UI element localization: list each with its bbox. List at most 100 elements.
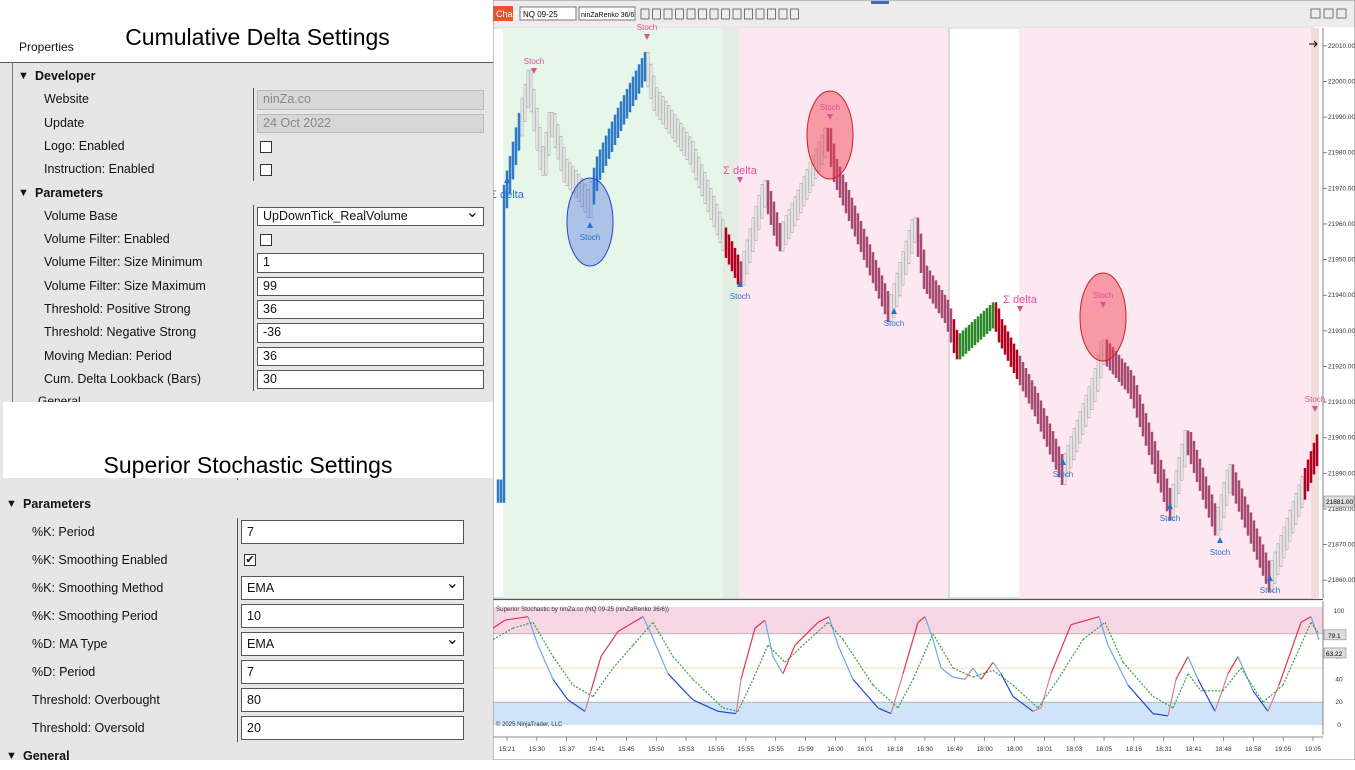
renko-bar xyxy=(919,233,923,273)
collapse-caret-icon[interactable]: ▼ xyxy=(6,498,17,510)
renko-bar xyxy=(1066,444,1070,477)
property-dropdown[interactable]: UpDownTick_RealVolume ⌄ xyxy=(257,203,484,227)
column-divider xyxy=(253,274,254,298)
toolbar-tool-icon[interactable] xyxy=(767,8,776,20)
renko-bar xyxy=(901,251,905,286)
price-chart[interactable]: Chart NQ 09-25 ninZaRenko 36/6 22010.00 2200… xyxy=(490,0,1355,761)
stoch-d-line xyxy=(992,669,1014,686)
property-checkbox[interactable] xyxy=(260,140,272,153)
arrow-up-icon xyxy=(737,281,743,287)
stoch-k-line xyxy=(754,619,766,629)
toolbar-tool-icon[interactable] xyxy=(755,8,765,20)
renko-bar xyxy=(1282,526,1286,559)
bar-type-selector[interactable] xyxy=(578,6,636,21)
scroll-right-arrow-icon[interactable] xyxy=(1309,40,1318,48)
property-dropdown[interactable]: EMA ⌄ xyxy=(241,631,464,656)
stoch-k-line xyxy=(794,621,819,646)
arrow-down-icon xyxy=(644,34,650,40)
chart-tab[interactable] xyxy=(493,6,513,21)
stoch-k-line xyxy=(772,656,784,675)
section-header[interactable]: Parameters xyxy=(23,497,92,511)
arrow-down-icon xyxy=(1100,302,1106,308)
property-input[interactable]: 36 xyxy=(257,346,484,366)
toolbar-tool-icon[interactable] xyxy=(790,8,799,20)
chevron-down-icon[interactable]: ⌄ xyxy=(445,575,459,592)
renko-bar xyxy=(1171,483,1175,521)
property-input[interactable]: 30 xyxy=(257,369,484,390)
property-input[interactable]: 36 xyxy=(257,300,484,320)
renko-bar xyxy=(1024,368,1028,398)
property-input[interactable]: 99 xyxy=(257,276,484,296)
toolbar-tool-icon[interactable] xyxy=(663,8,673,20)
renko-bar xyxy=(1102,339,1106,365)
collapse-caret-icon[interactable]: ▼ xyxy=(6,750,17,762)
toolbar-tool-icon[interactable] xyxy=(675,8,684,20)
property-input[interactable]: 7 xyxy=(241,520,464,544)
property-checkbox[interactable] xyxy=(260,164,272,177)
property-input[interactable]: 10 xyxy=(241,604,464,628)
renko-bar xyxy=(850,197,854,229)
property-input[interactable]: 80 xyxy=(241,688,464,712)
toolbar-tool-icon[interactable] xyxy=(732,8,742,20)
arrow-down-icon xyxy=(1312,406,1318,412)
chart-window[interactable]: Chart NQ 09-25 ninZaRenko 36/6 22010.00 2200… xyxy=(490,0,1355,761)
toolbar-tool-icon[interactable] xyxy=(686,8,696,20)
renko-bar xyxy=(784,215,788,246)
renko-bar xyxy=(1027,374,1031,404)
time-tick-label: 16:01 xyxy=(857,746,874,753)
property-input[interactable]: 20 xyxy=(241,716,464,740)
renko-bar xyxy=(1081,403,1085,435)
renko-bar xyxy=(502,184,506,503)
property-input[interactable]: -36 xyxy=(257,323,484,343)
property-value: 7 xyxy=(247,525,254,539)
toolbar-tool-icon[interactable] xyxy=(698,8,707,20)
toolbar-tool-icon[interactable] xyxy=(744,8,753,20)
renko-bar xyxy=(1093,368,1097,402)
price-tick-label: 22010.00 xyxy=(1328,43,1355,50)
stoch-d-line xyxy=(592,667,614,697)
property-input[interactable]: 1 xyxy=(257,253,484,273)
section-header[interactable]: Parameters xyxy=(35,185,104,200)
renko-bar xyxy=(1120,358,1124,386)
section-header[interactable]: Developer xyxy=(35,69,96,83)
time-tick-label: 16:30 xyxy=(917,746,934,753)
renko-bar xyxy=(1099,341,1103,379)
toolbar-tool-icon[interactable] xyxy=(709,8,719,20)
renko-bar xyxy=(505,170,509,209)
renko-bar xyxy=(496,479,500,503)
toolbar-tool-icon[interactable] xyxy=(721,8,730,20)
renko-bar xyxy=(640,58,644,88)
window-control-icon[interactable] xyxy=(1323,8,1334,19)
renko-bar xyxy=(1246,504,1250,536)
toolbar-tool-icon[interactable] xyxy=(652,8,661,20)
property-checkbox[interactable] xyxy=(260,234,272,247)
price-tick-label: 21960.00 xyxy=(1328,221,1355,228)
window-control-icon[interactable] xyxy=(1336,8,1347,19)
price-tick-label: 21980.00 xyxy=(1328,150,1355,157)
chevron-down-icon[interactable]: ⌄ xyxy=(445,631,459,648)
cumulative-delta-settings-panel: Properties ▼ Developer Website ninZa.co Upda… xyxy=(0,0,493,402)
property-value: EMA xyxy=(247,637,275,651)
chevron-down-icon[interactable]: ⌄ xyxy=(465,203,479,221)
property-input[interactable]: 7 xyxy=(241,660,464,684)
renko-bar xyxy=(862,228,866,260)
renko-bar xyxy=(562,147,566,183)
collapse-caret-icon[interactable]: ▼ xyxy=(18,70,29,82)
property-checkbox[interactable]: ✔ xyxy=(244,554,256,566)
collapse-caret-icon[interactable]: ▼ xyxy=(18,186,29,199)
toolbar-tool-icon[interactable] xyxy=(640,8,650,20)
renko-bar xyxy=(1228,464,1232,494)
renko-bar xyxy=(1000,319,1004,349)
window-control-icon[interactable] xyxy=(1310,8,1321,19)
properties-tab[interactable]: Properties xyxy=(19,40,74,54)
renko-bar xyxy=(718,211,722,243)
toolbar-tool-icon[interactable] xyxy=(778,8,788,20)
renko-bar xyxy=(826,127,830,152)
section-header[interactable]: General xyxy=(23,749,70,763)
property-dropdown[interactable]: EMA ⌄ xyxy=(241,575,464,600)
renko-bar xyxy=(892,283,896,318)
renko-bar xyxy=(811,155,815,186)
renko-bar xyxy=(748,228,752,264)
renko-bar xyxy=(1051,431,1055,463)
instrument-selector[interactable] xyxy=(519,6,577,21)
